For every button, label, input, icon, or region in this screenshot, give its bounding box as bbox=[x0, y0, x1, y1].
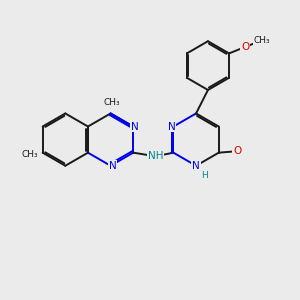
Text: NH: NH bbox=[148, 151, 163, 161]
Text: N: N bbox=[131, 122, 139, 131]
Text: O: O bbox=[233, 146, 241, 156]
Text: CH₃: CH₃ bbox=[254, 36, 270, 45]
Text: CH₃: CH₃ bbox=[104, 98, 120, 106]
Text: N: N bbox=[168, 122, 176, 131]
Text: O: O bbox=[241, 42, 250, 52]
Text: N: N bbox=[109, 161, 116, 171]
Text: H: H bbox=[201, 171, 208, 180]
Text: N: N bbox=[192, 161, 200, 171]
Text: CH₃: CH₃ bbox=[22, 150, 38, 159]
